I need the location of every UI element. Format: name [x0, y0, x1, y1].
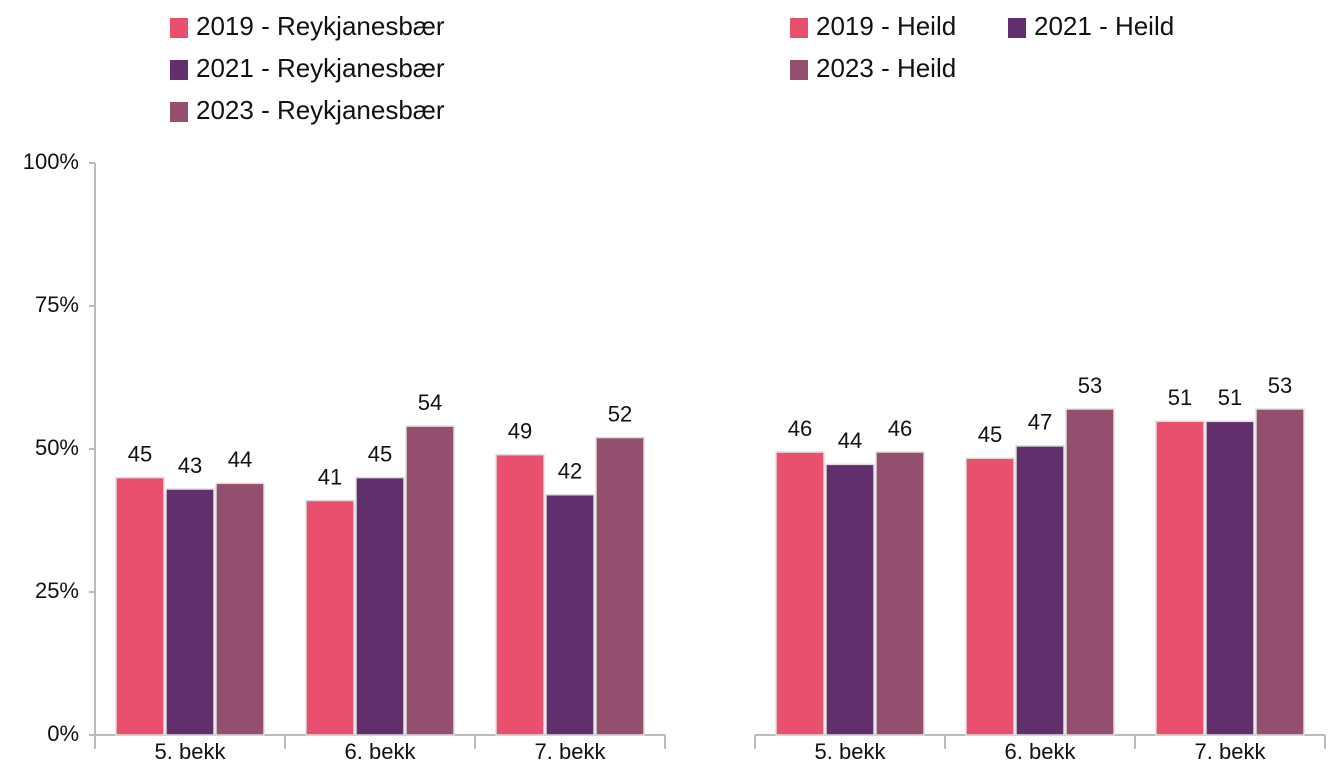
value-label: 47: [1028, 410, 1052, 435]
bar: [1205, 420, 1255, 736]
value-label: 43: [178, 453, 202, 478]
legend-label: 2019 - Heild: [816, 11, 956, 41]
bar: [545, 494, 595, 736]
legend-swatch: [1008, 18, 1026, 38]
value-label: 51: [1218, 385, 1242, 410]
y-tick-label: 75%: [35, 292, 79, 317]
bar: [1155, 420, 1205, 736]
bar: [215, 482, 265, 736]
bar: [775, 451, 825, 736]
bar: [1255, 408, 1305, 736]
value-label: 51: [1168, 385, 1192, 410]
bar: [355, 476, 405, 736]
legend-swatch: [170, 102, 188, 122]
x-tick-label: 7. bekk: [535, 739, 607, 764]
value-label: 52: [608, 401, 632, 426]
bar: [965, 457, 1015, 736]
x-tick-label: 6. bekk: [345, 739, 417, 764]
y-tick-label: 100%: [23, 149, 79, 174]
legend-swatch: [790, 60, 808, 80]
value-label: 45: [368, 441, 392, 466]
y-tick-label: 50%: [35, 435, 79, 460]
x-tick-label: 5. bekk: [155, 739, 227, 764]
bar: [495, 453, 545, 736]
value-label: 42: [558, 459, 582, 484]
value-label: 54: [418, 390, 442, 415]
bar: [825, 463, 875, 736]
y-tick-label: 25%: [35, 578, 79, 603]
value-label: 44: [838, 428, 862, 453]
legend-label: 2019 - Reykjanesbær: [196, 11, 445, 41]
bar: [1065, 408, 1115, 736]
value-label: 45: [128, 441, 152, 466]
x-tick-label: 5. bekk: [815, 739, 887, 764]
x-tick-label: 6. bekk: [1005, 739, 1077, 764]
bar: [595, 436, 645, 736]
value-label: 41: [318, 464, 342, 489]
bar: [165, 488, 215, 736]
legend-label: 2023 - Heild: [816, 53, 956, 83]
legend-label: 2023 - Reykjanesbær: [196, 95, 445, 125]
value-label: 44: [228, 447, 252, 472]
y-tick-label: 0%: [47, 721, 79, 746]
value-label: 45: [978, 422, 1002, 447]
legend-label: 2021 - Heild: [1034, 11, 1174, 41]
value-label: 46: [788, 416, 812, 441]
bar: [1015, 445, 1065, 736]
bar: [305, 499, 355, 736]
legend-swatch: [170, 18, 188, 38]
x-tick-label: 7. bekk: [1195, 739, 1267, 764]
legend-swatch: [170, 60, 188, 80]
value-label: 46: [888, 416, 912, 441]
legend-swatch: [790, 18, 808, 38]
value-label: 49: [508, 419, 532, 444]
value-label: 53: [1268, 373, 1292, 398]
bar: [405, 425, 455, 736]
bar: [875, 451, 925, 736]
bar: [115, 476, 165, 736]
value-label: 53: [1078, 373, 1102, 398]
legend-label: 2021 - Reykjanesbær: [196, 53, 445, 83]
